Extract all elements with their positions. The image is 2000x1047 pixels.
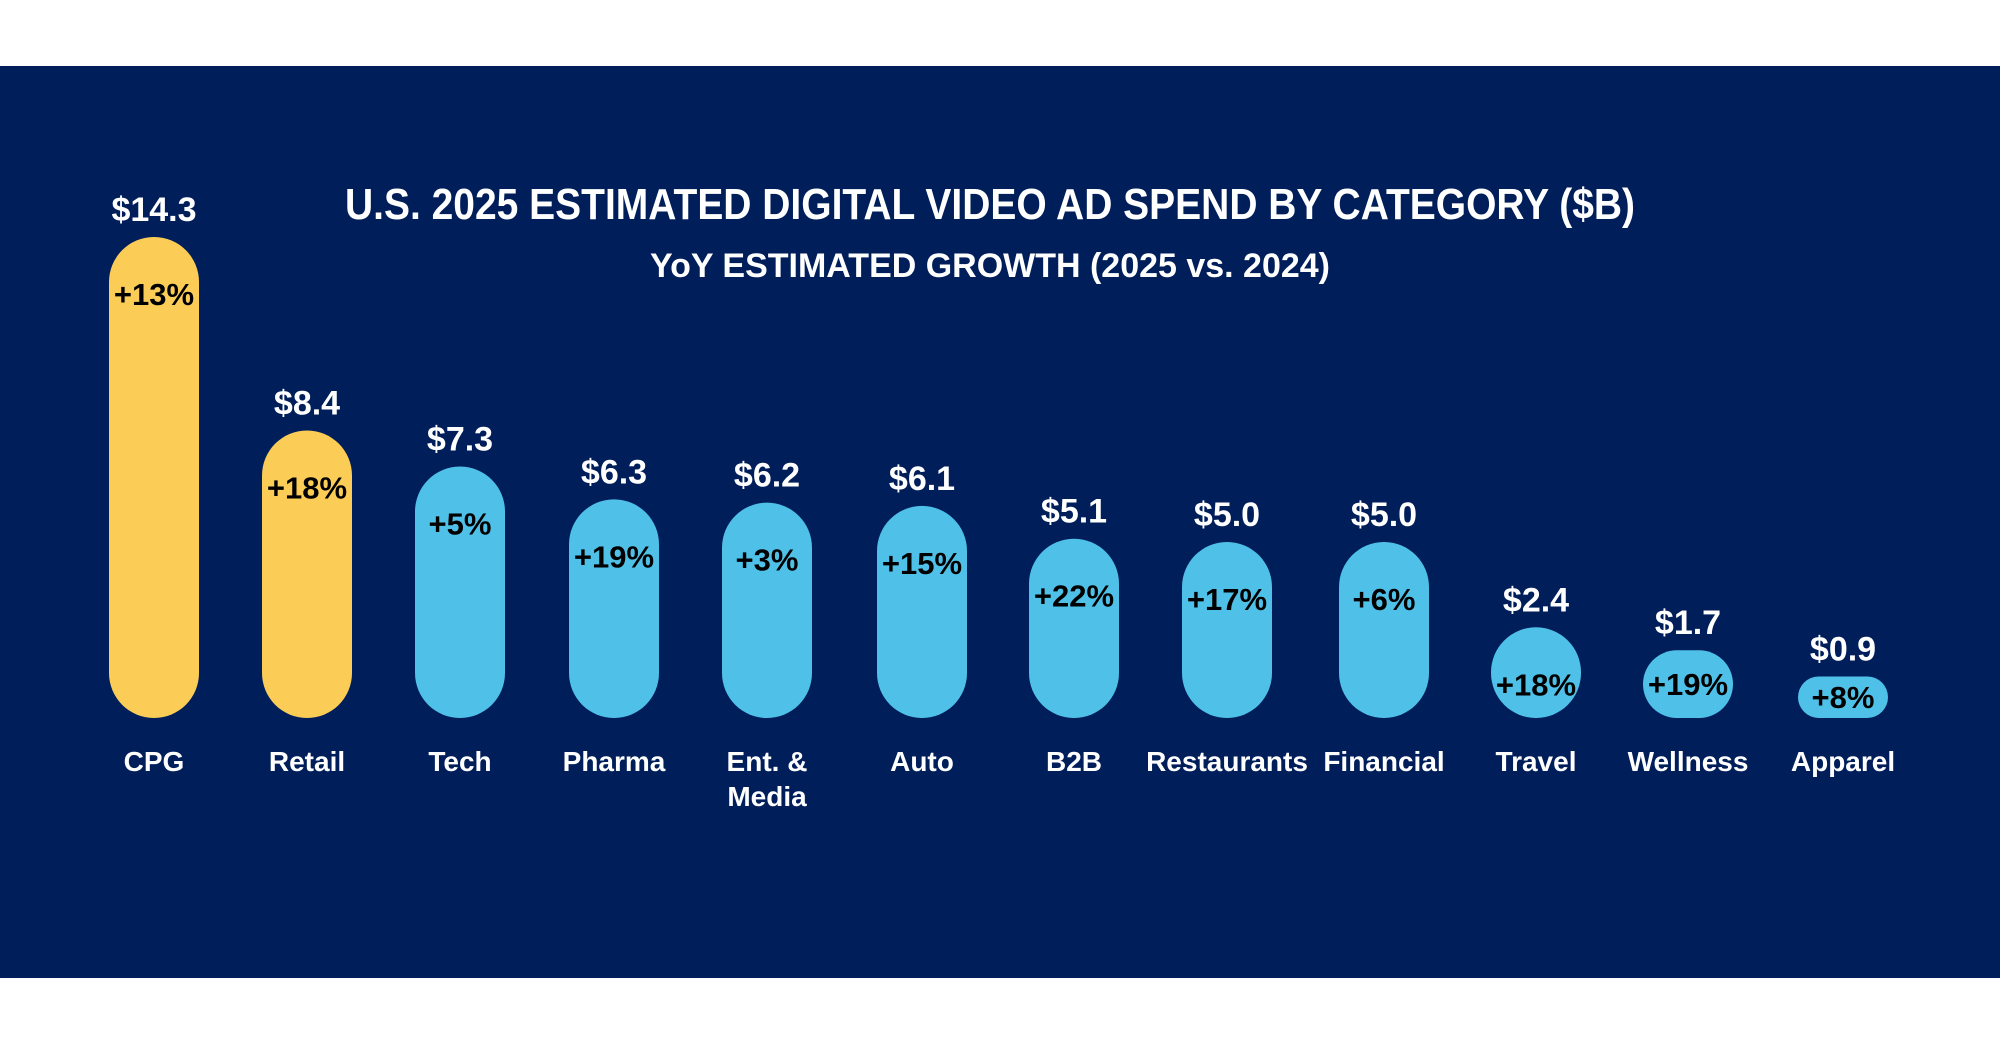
category-label: Ent. & Media <box>727 746 808 812</box>
category-label: Wellness <box>1628 746 1749 777</box>
bar-5 <box>877 505 967 718</box>
bar-0 <box>109 236 199 718</box>
growth-label: +5% <box>429 507 492 542</box>
value-label: $14.3 <box>111 191 196 229</box>
category-label: Financial <box>1323 746 1444 777</box>
growth-label: +15% <box>882 546 962 581</box>
growth-label: +18% <box>267 470 347 505</box>
bar-7 <box>1182 542 1272 718</box>
growth-label: +18% <box>1496 667 1576 702</box>
bar-3 <box>569 499 659 718</box>
category-label: Restaurants <box>1146 746 1308 777</box>
value-label: $6.1 <box>889 460 955 498</box>
category-label: Apparel <box>1791 746 1895 777</box>
bar-9 <box>1491 627 1581 718</box>
bar-8 <box>1339 542 1429 718</box>
bar-10 <box>1643 650 1733 718</box>
growth-label: +8% <box>1812 680 1875 715</box>
value-label: $5.0 <box>1194 496 1260 534</box>
category-label: Retail <box>269 746 345 777</box>
category-label: Tech <box>428 746 491 777</box>
category-label: B2B <box>1046 746 1102 777</box>
bar-2 <box>415 466 505 718</box>
value-label: $1.7 <box>1655 604 1721 642</box>
category-label: CPG <box>124 746 185 777</box>
growth-label: +13% <box>114 277 194 312</box>
value-label: $6.3 <box>581 453 647 491</box>
bars: $14.3 +13% CPG $8.4 +18% Retail $7.3 +5% Tech $6.… <box>109 191 1895 812</box>
bar-1 <box>262 430 352 718</box>
growth-label: +19% <box>1648 667 1728 702</box>
growth-label: +6% <box>1353 582 1416 617</box>
bar-11 <box>1798 676 1888 718</box>
bar-6 <box>1029 538 1119 718</box>
value-label: $0.9 <box>1810 630 1876 668</box>
value-label: $5.1 <box>1041 493 1107 531</box>
category-label: Travel <box>1496 746 1577 777</box>
chart-subtitle: YoY ESTIMATED GROWTH (2025 vs. 2024) <box>650 247 1330 285</box>
bar-4 <box>722 502 812 718</box>
value-label: $7.3 <box>427 421 493 459</box>
value-label: $5.0 <box>1351 496 1417 534</box>
growth-label: +19% <box>574 539 654 574</box>
growth-label: +17% <box>1187 582 1267 617</box>
category-label: Auto <box>890 746 954 777</box>
growth-label: +22% <box>1034 579 1114 614</box>
value-label: $2.4 <box>1503 581 1569 619</box>
value-label: $8.4 <box>274 384 340 422</box>
category-label: Pharma <box>563 746 666 777</box>
chart-title: U.S. 2025 ESTIMATED DIGITAL VIDEO AD SPE… <box>345 180 1635 229</box>
growth-label: +3% <box>736 543 799 578</box>
value-label: $6.2 <box>734 457 800 495</box>
